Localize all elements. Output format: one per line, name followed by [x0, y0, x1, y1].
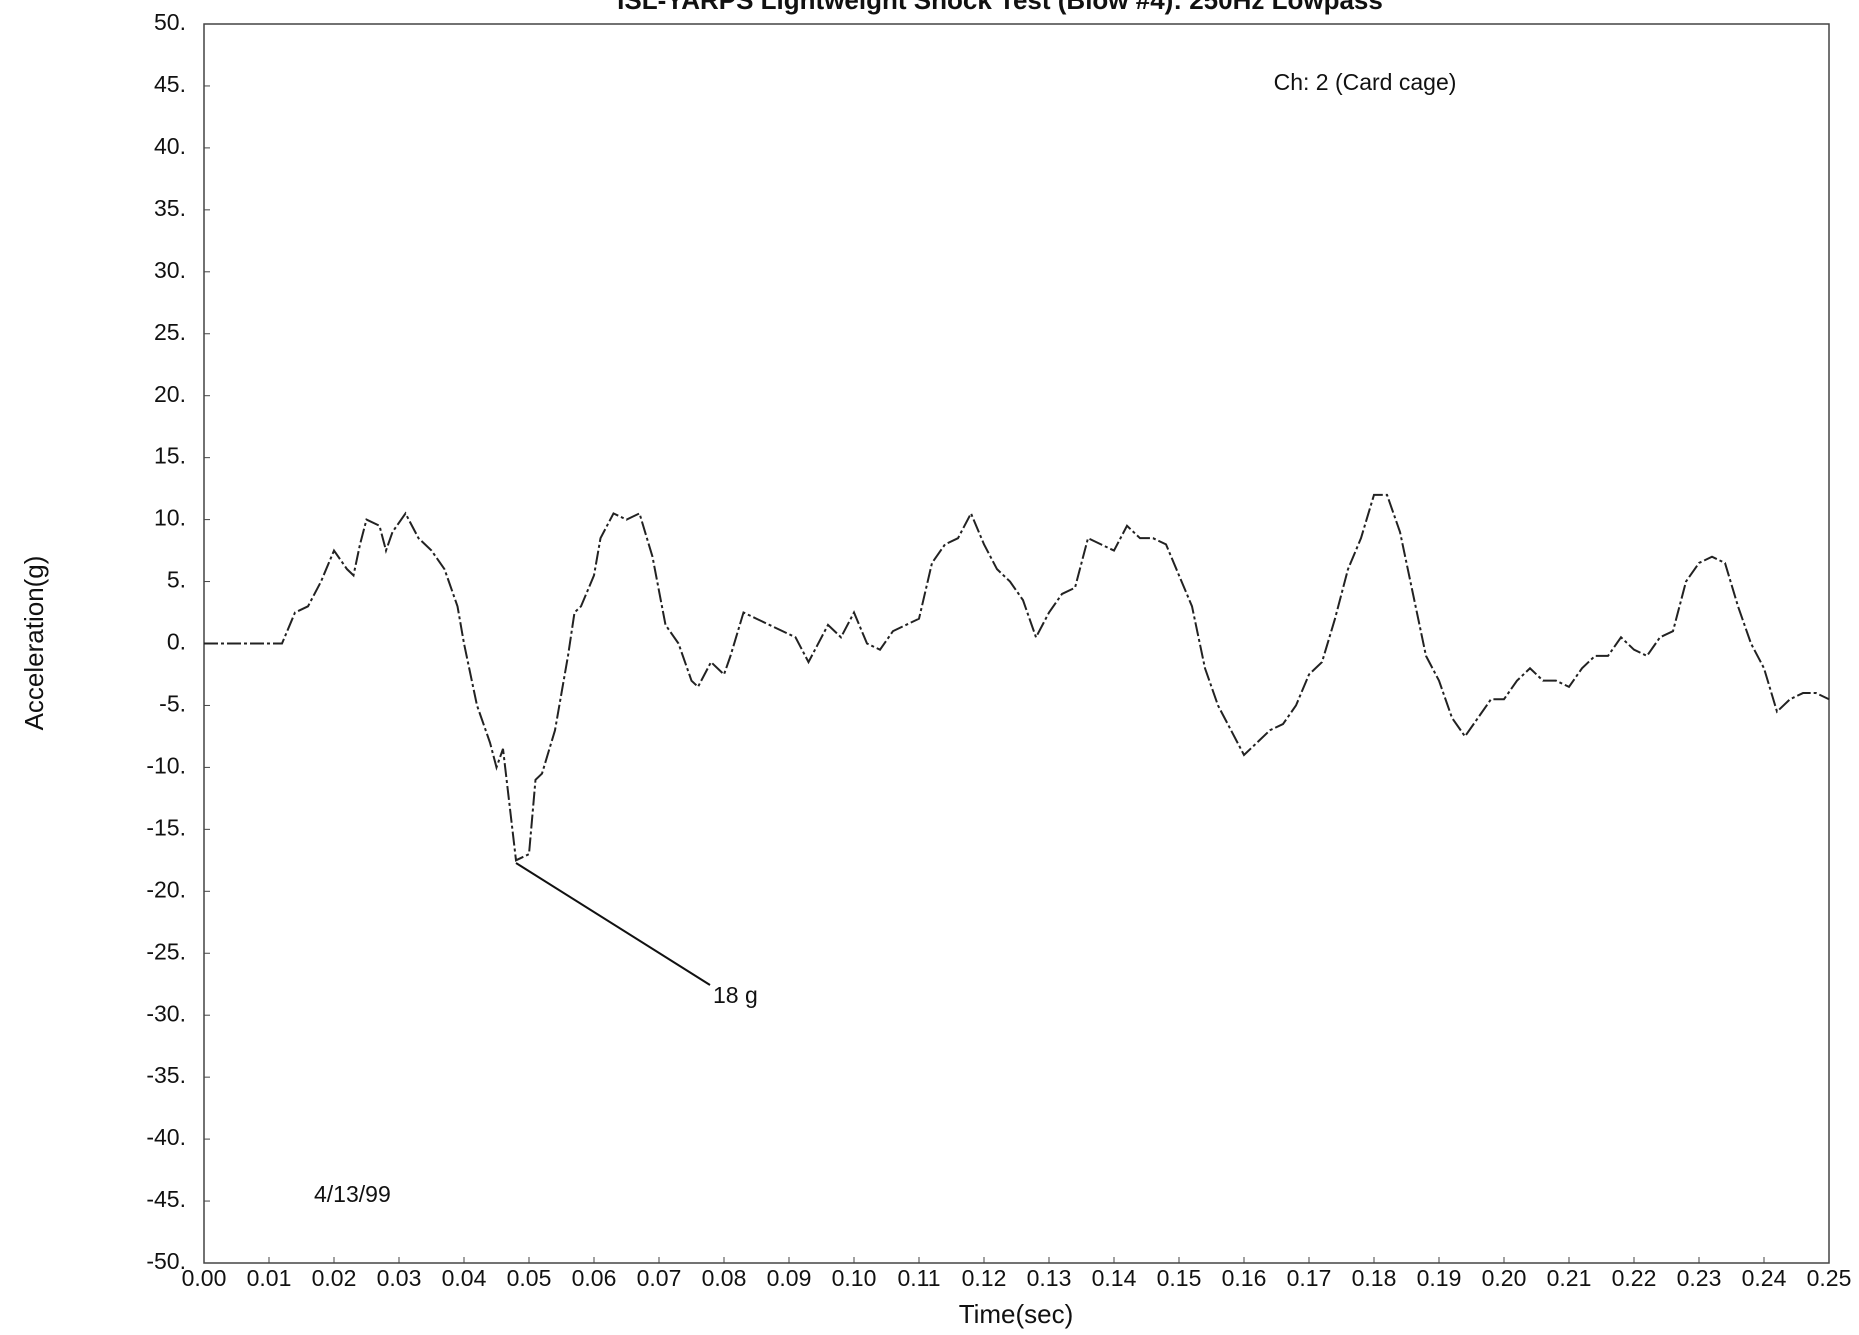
- x-tick-label: 0.21: [1547, 1265, 1592, 1291]
- x-tick-label: 0.19: [1417, 1265, 1462, 1291]
- y-tick-label: -30.: [146, 1000, 186, 1026]
- leader-line: [515, 862, 711, 986]
- y-tick-label: 25.: [154, 319, 186, 345]
- x-tick-label: 0.09: [767, 1265, 812, 1291]
- x-tick-label: 0.00: [182, 1265, 227, 1291]
- y-tick-label: 40.: [154, 133, 186, 159]
- x-tick-label: 0.25: [1807, 1265, 1852, 1291]
- x-tick-label: 0.06: [572, 1265, 617, 1291]
- x-tick-label: 0.23: [1677, 1265, 1722, 1291]
- y-tick-label: -10.: [146, 752, 186, 778]
- y-tick-label: 50.: [154, 9, 186, 35]
- y-tick-label: 30.: [154, 257, 186, 283]
- y-tick-label: -45.: [146, 1186, 186, 1212]
- x-tick-label: 0.15: [1157, 1265, 1202, 1291]
- peak-annotation: 18 g: [713, 982, 758, 1008]
- y-tick-label: 0.: [167, 629, 186, 655]
- y-axis-label: Acceleration(g): [19, 556, 49, 731]
- data-line: [204, 493, 1830, 862]
- plot-frame: [203, 23, 1830, 1264]
- y-tick-label: -25.: [146, 938, 186, 964]
- y-tick-label: -20.: [146, 876, 186, 902]
- y-tick-label: -15.: [146, 814, 186, 840]
- y-tick-label: 20.: [154, 381, 186, 407]
- x-tick-label: 0.18: [1352, 1265, 1397, 1291]
- x-tick-label: 0.24: [1742, 1265, 1787, 1291]
- y-tick-label: 45.: [154, 71, 186, 97]
- y-tick-label: 15.: [154, 443, 186, 469]
- y-tick-label: -35.: [146, 1062, 186, 1088]
- x-axis-label: Time(sec): [959, 1299, 1074, 1329]
- date-annotation: 4/13/99: [314, 1181, 391, 1207]
- x-tick-label: 0.01: [247, 1265, 292, 1291]
- x-tick-label: 0.16: [1222, 1265, 1267, 1291]
- x-tick-label: 0.13: [1027, 1265, 1072, 1291]
- x-tick-label: 0.04: [442, 1265, 487, 1291]
- x-tick-label: 0.11: [897, 1265, 940, 1291]
- x-tick-label: 0.03: [377, 1265, 422, 1291]
- y-tick-label: 5.: [167, 567, 186, 593]
- channel-annotation: Ch: 2 (Card cage): [1274, 69, 1457, 95]
- x-tick-label: 0.05: [507, 1265, 552, 1291]
- y-tick-label: 35.: [154, 195, 186, 221]
- y-tick-label: -50.: [146, 1248, 186, 1274]
- x-tick-label: 0.10: [832, 1265, 877, 1291]
- x-tick-label: 0.08: [702, 1265, 747, 1291]
- y-tick-label: -5.: [159, 691, 186, 717]
- x-tick-label: 0.14: [1092, 1265, 1137, 1291]
- chart-title: ISL-YARPS Lightweight Shock Test (Blow #…: [617, 0, 1383, 15]
- x-tick-label: 0.12: [962, 1265, 1007, 1291]
- y-tick-label: -40.: [146, 1124, 186, 1150]
- x-tick-label: 0.22: [1612, 1265, 1657, 1291]
- x-tick-label: 0.02: [312, 1265, 357, 1291]
- x-tick-label: 0.20: [1482, 1265, 1527, 1291]
- y-tick-label: 10.: [154, 505, 186, 531]
- x-tick-label: 0.07: [637, 1265, 682, 1291]
- x-tick-label: 0.17: [1287, 1265, 1332, 1291]
